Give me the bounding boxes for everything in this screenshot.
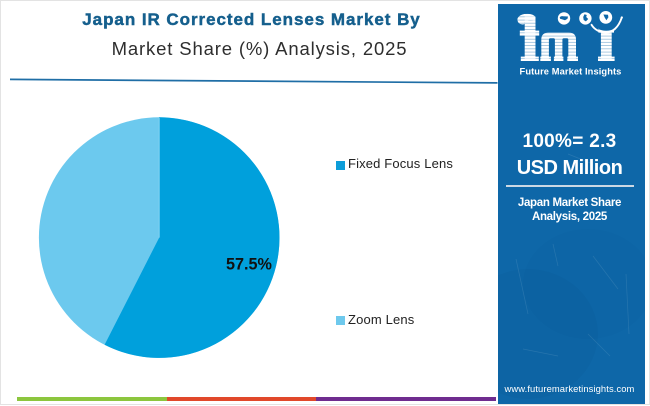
svg-text:57.5%: 57.5% — [226, 256, 272, 274]
svg-text:Future Market Insights: Future Market Insights — [520, 67, 622, 77]
